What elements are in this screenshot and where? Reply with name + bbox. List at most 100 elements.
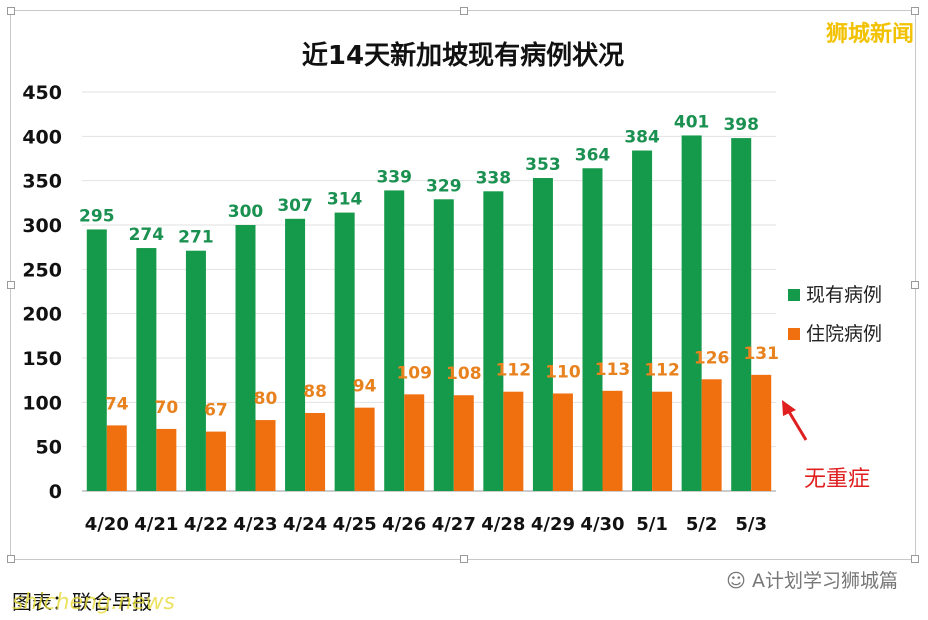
x-tick-label: 4/25 [333, 514, 377, 535]
bar-current-cases [433, 199, 454, 491]
x-tick-label: 5/1 [636, 514, 668, 535]
data-labels: 295 74 274 70 271 67 300 80 307 88 314 94 339 109 329 1… [79, 112, 779, 420]
x-tick-label: 4/20 [85, 514, 129, 535]
annotation-text: 无重症 [804, 467, 870, 492]
bar-hospitalized [404, 394, 425, 491]
bar-hospitalized [602, 390, 623, 491]
x-tick-label: 4/24 [283, 514, 327, 535]
resize-handle[interactable] [460, 7, 468, 15]
data-label: 295 [79, 206, 115, 226]
resize-handle[interactable] [7, 281, 15, 289]
annotation-arrow [782, 400, 808, 441]
data-label: 384 [624, 128, 660, 148]
bar-current-cases [86, 229, 107, 491]
bar-hospitalized [503, 391, 524, 491]
bar-hospitalized [255, 420, 276, 491]
bar-current-cases [681, 135, 702, 492]
data-label: 113 [595, 360, 631, 380]
watermark-logo: 狮城新闻 [825, 22, 914, 47]
data-label: 307 [277, 196, 313, 216]
x-tick-label: 4/30 [580, 514, 624, 535]
bar-current-cases [285, 218, 306, 491]
bar-current-cases [136, 248, 157, 491]
resize-handle[interactable] [911, 281, 919, 289]
data-label: 274 [129, 225, 165, 245]
data-label: 398 [723, 115, 759, 135]
y-tick-label: 50 [36, 437, 62, 459]
x-tick-label: 4/26 [382, 514, 426, 535]
bar-hospitalized [354, 407, 375, 491]
x-tick-label: 4/29 [531, 514, 575, 535]
bar-hospitalized [156, 428, 177, 491]
data-label: 300 [228, 202, 264, 222]
bar-hospitalized [751, 374, 772, 491]
y-tick-label: 150 [22, 348, 62, 370]
wechat-icon: ☺ [726, 570, 752, 592]
bar-hospitalized [552, 393, 573, 491]
x-tick-label: 4/23 [233, 514, 277, 535]
data-label: 338 [476, 168, 512, 188]
y-axis: 0 50 100 150 200 250 300 350 400 450 [22, 82, 62, 503]
data-label: 67 [204, 401, 228, 421]
data-label: 112 [644, 361, 680, 381]
y-tick-label: 100 [22, 392, 62, 414]
y-tick-label: 200 [22, 304, 62, 326]
data-label: 80 [254, 389, 278, 409]
bar-current-cases [334, 212, 355, 491]
bar-current-cases [185, 250, 206, 491]
bar-current-cases [731, 138, 752, 491]
bar-hospitalized [106, 425, 127, 491]
y-tick-label: 450 [22, 82, 62, 104]
data-label: 339 [376, 167, 412, 187]
bars [86, 135, 772, 492]
x-tick-label: 5/2 [686, 514, 718, 535]
resize-handle[interactable] [911, 7, 919, 15]
watermark-text: shicheng.news [12, 590, 175, 615]
bar-hospitalized [652, 391, 673, 491]
resize-handle[interactable] [7, 555, 15, 563]
bar-hospitalized [453, 395, 474, 491]
data-label: 401 [674, 112, 710, 132]
y-tick-label: 0 [49, 481, 62, 503]
data-label: 108 [446, 364, 482, 384]
bar-hospitalized [305, 412, 326, 491]
x-tick-label: 4/22 [184, 514, 228, 535]
data-label: 353 [525, 155, 561, 175]
x-axis: 4/20 4/21 4/22 4/23 4/24 4/25 4/26 4/27 4/28 4/29… [85, 514, 767, 535]
x-tick-label: 4/28 [481, 514, 525, 535]
legend-label-hospitalized: 住院病例 [806, 323, 882, 345]
data-label: 314 [327, 190, 363, 210]
bar-current-cases [235, 225, 256, 491]
data-label: 94 [353, 377, 377, 397]
data-label: 109 [396, 363, 432, 383]
y-tick-label: 250 [22, 259, 62, 281]
y-tick-label: 350 [22, 171, 62, 193]
legend-label-current: 现有病例 [806, 284, 882, 306]
y-tick-label: 400 [22, 126, 62, 148]
data-label: 110 [545, 362, 581, 382]
x-tick-label: 5/3 [735, 514, 767, 535]
x-tick-label: 4/21 [134, 514, 178, 535]
bar-current-cases [582, 168, 603, 491]
data-label: 329 [426, 176, 462, 196]
x-tick-label: 4/27 [432, 514, 476, 535]
data-label: 126 [694, 348, 730, 368]
legend-swatch-hospitalized [788, 328, 800, 340]
data-label: 88 [303, 382, 327, 402]
resize-handle[interactable] [911, 555, 919, 563]
resize-handle[interactable] [7, 7, 15, 15]
legend-swatch-current [788, 289, 800, 301]
wechat-account-label: ☺ A计划学习狮城篇 [726, 566, 898, 593]
data-label: 364 [575, 145, 611, 165]
bar-current-cases [384, 190, 405, 492]
chart-title: 近14天新加坡现有病例状况 [302, 40, 624, 71]
bar-hospitalized [701, 379, 722, 491]
data-label: 70 [155, 398, 179, 418]
data-label: 112 [496, 361, 532, 381]
resize-handle[interactable] [460, 555, 468, 563]
wechat-account-name: A计划学习狮城篇 [752, 570, 898, 592]
bar-current-cases [483, 191, 504, 491]
bar-current-cases [532, 178, 553, 492]
y-tick-label: 300 [22, 215, 62, 237]
